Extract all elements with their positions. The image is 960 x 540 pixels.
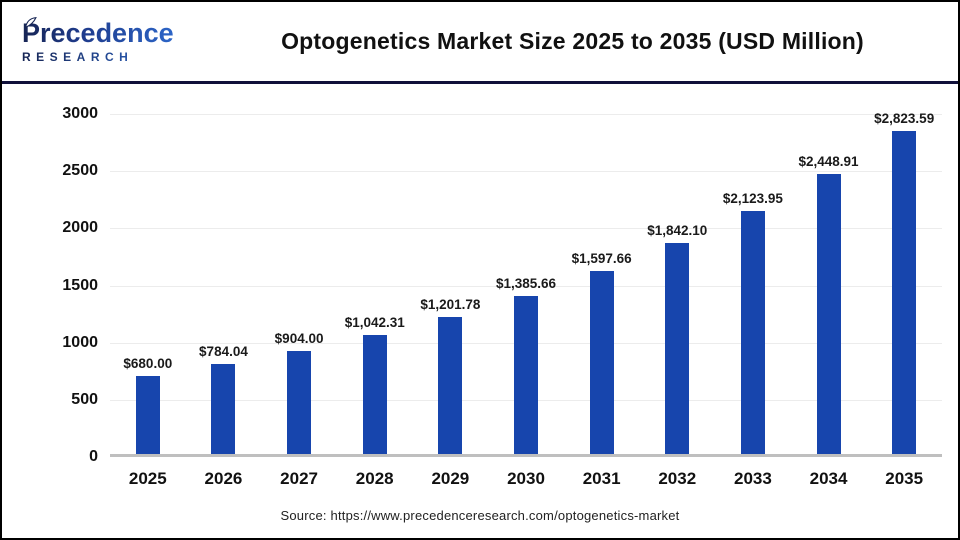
x-axis-tick-2026: 2026 <box>204 469 243 488</box>
bar-value-label-2031: $1,597.66 <box>571 251 632 267</box>
bar-2026 <box>211 364 236 454</box>
x-axis-tick-2028: 2028 <box>355 469 394 488</box>
bar-value-label-2029: $1,201.78 <box>420 296 481 312</box>
y-axis-tick-1000: 1000 <box>62 333 98 351</box>
x-axis-tick-2033: 2033 <box>733 469 772 488</box>
bar-value-label-2026: $784.04 <box>199 344 248 360</box>
bar-2035 <box>892 131 917 454</box>
bar-2032 <box>665 243 690 454</box>
brand-logo: Precedence RESEARCH <box>2 16 187 63</box>
x-axis-tick-2027: 2027 <box>280 469 318 488</box>
gridline-2500 <box>110 171 942 173</box>
x-axis-tick-2034: 2034 <box>809 469 848 488</box>
gridline-3000 <box>110 114 942 115</box>
y-axis-tick-2500: 2500 <box>62 162 98 180</box>
bar-value-label-2034: $2,448.91 <box>798 154 859 169</box>
bar-2025 <box>135 376 160 454</box>
source-text: Source: https://www.precedenceresearch.c… <box>280 508 680 523</box>
x-axis-tick-2030: 2030 <box>507 469 545 488</box>
title-wrap: Optogenetics Market Size 2025 to 2035 (U… <box>187 28 958 55</box>
y-axis-tick-3000: 3000 <box>62 105 98 122</box>
y-axis-tick-0: 0 <box>89 448 98 465</box>
brand-logo-wordmark: Precedence <box>22 16 187 48</box>
gridline-2000 <box>110 228 942 230</box>
x-axis-tick-2025: 2025 <box>128 469 167 488</box>
bar-value-label-2030: $1,385.66 <box>495 275 557 291</box>
bar-value-label-2035: $2,823.59 <box>874 111 935 127</box>
y-axis-tick-2000: 2000 <box>62 219 98 237</box>
leaf-icon <box>24 16 37 29</box>
brand-logo-line1: Precedence <box>22 18 174 48</box>
bar-value-label-2032: $1,842.10 <box>647 223 708 239</box>
bar-2033 <box>740 211 765 454</box>
bar-value-label-2028: $1,042.31 <box>344 314 405 330</box>
x-axis-tick-2035: 2035 <box>885 469 924 488</box>
header: Precedence RESEARCH Optogenetics Market … <box>2 2 958 84</box>
footer: Source: https://www.precedenceresearch.c… <box>2 500 958 538</box>
x-axis-tick-2032: 2032 <box>658 469 697 488</box>
brand-logo-line2: RESEARCH <box>22 51 187 63</box>
chart-section: 0 500 1000 1500 2000 2500 3000 $680.00 2025 $784.… <box>2 87 958 502</box>
x-axis-tick-2029: 2029 <box>431 469 470 488</box>
bar-value-label-2033: $2,123.95 <box>722 191 783 207</box>
gridline-1500 <box>110 285 942 287</box>
bar-2034 <box>816 174 841 454</box>
chart-title: Optogenetics Market Size 2025 to 2035 (U… <box>281 28 864 54</box>
y-axis-tick-500: 500 <box>71 390 98 408</box>
bar-value-label-2025: $680.00 <box>123 356 173 372</box>
bar-value-label-2027: $904.00 <box>274 330 324 346</box>
y-axis-tick-1500: 1500 <box>62 276 98 294</box>
x-axis-tick-2031: 2031 <box>582 469 621 488</box>
bar-2028 <box>362 334 387 454</box>
bar-2029 <box>438 316 463 454</box>
plot-area <box>110 114 942 457</box>
bar-2027 <box>287 350 312 454</box>
bar-2031 <box>589 271 614 454</box>
bar-2030 <box>514 295 538 454</box>
